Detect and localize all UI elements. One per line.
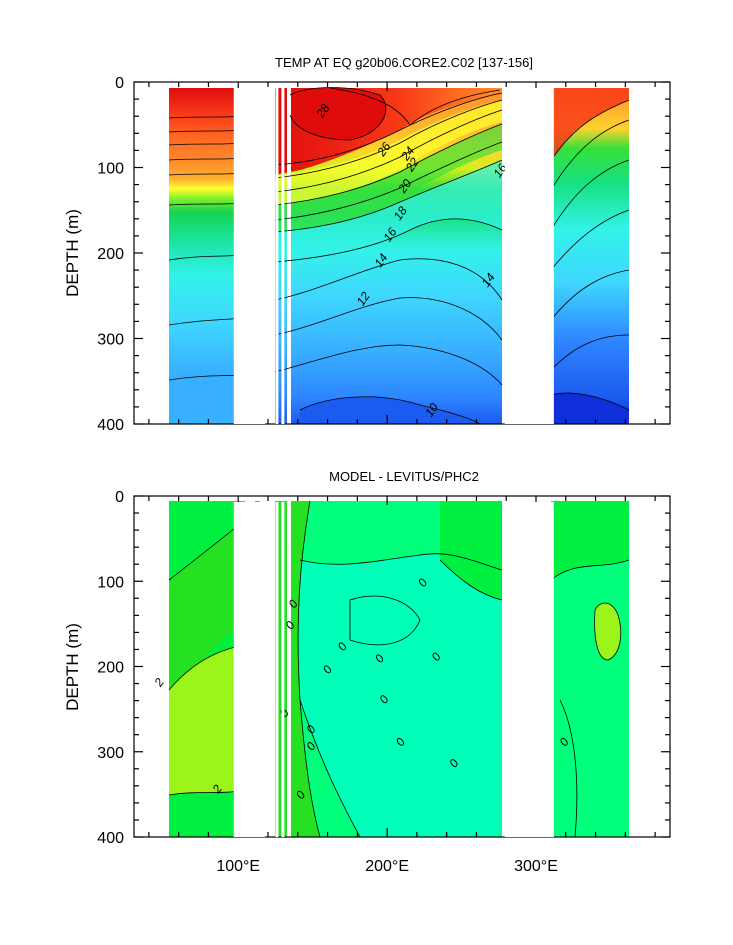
temperature-contour-label: 22 xyxy=(402,155,422,175)
temperature-contour-label: 26 xyxy=(374,140,394,160)
difference-field xyxy=(169,501,629,837)
difference-x-axis: 100°E 200°E 300°E xyxy=(148,496,656,875)
temp-east-cold xyxy=(551,393,629,424)
temperature-y-tick-label: 100 xyxy=(97,161,124,178)
difference-contours xyxy=(168,500,630,838)
difference-land-gap xyxy=(233,502,266,837)
temperature-y-axis: 0 100 200 300 400 xyxy=(97,75,670,434)
temp-land-gap xyxy=(287,88,291,424)
temperature-y-tick-label: 0 xyxy=(115,75,124,92)
temp-28-core xyxy=(290,87,386,140)
difference-x-tick-label: 300°E xyxy=(514,858,558,875)
difference-y-tick-label: 400 xyxy=(97,830,124,847)
temperature-contour-label: 28 xyxy=(313,101,333,121)
difference-y-tick-label: 300 xyxy=(97,745,124,762)
temperature-x-axis xyxy=(148,82,656,424)
temperature-land-gap xyxy=(233,88,266,424)
temp-14-band xyxy=(275,160,502,262)
difference-y-axis: 0 100 200 300 400 xyxy=(97,489,670,847)
temperature-y-tick-label: 400 xyxy=(97,417,124,434)
difference-land-gap xyxy=(275,502,279,837)
temp-10-pool xyxy=(300,396,480,424)
temperature-land-gap xyxy=(275,88,279,424)
diff-east-warm xyxy=(594,603,621,660)
difference-x-tick-label: 200°E xyxy=(365,858,409,875)
difference-y-axis-label: DEPTH (m) xyxy=(63,623,82,711)
difference-panel: MODEL - LEVITUS/PHC2 xyxy=(63,469,671,875)
temperature-contour-label: 24 xyxy=(398,144,418,164)
difference-y-tick-label: 100 xyxy=(97,574,124,591)
temperature-y-tick-label: 300 xyxy=(97,332,124,349)
temperature-panel: TEMP AT EQ g20b06.CORE2.C02 [137-156] xyxy=(63,55,671,434)
temp-20-band xyxy=(275,100,502,205)
diff-central-east-band xyxy=(440,501,502,600)
temperature-land-gap xyxy=(504,88,554,424)
temperature-field xyxy=(169,87,629,424)
temperature-contour-label: 20 xyxy=(395,176,415,196)
temperature-panel-title: TEMP AT EQ g20b06.CORE2.C02 [137-156] xyxy=(275,55,533,70)
difference-land-gap xyxy=(281,502,285,837)
difference-x-tick-label: 100°E xyxy=(216,858,260,875)
diff-central-cold xyxy=(300,553,502,837)
diff-land-gap xyxy=(287,501,291,837)
difference-y-tick-label: 200 xyxy=(97,660,124,677)
temp-east-basin xyxy=(551,88,629,424)
diff-central-west-band xyxy=(275,501,320,837)
diff-west-band xyxy=(169,520,245,690)
difference-y-tick-label: 0 xyxy=(115,489,124,506)
temperature-y-tick-label: 200 xyxy=(97,246,124,263)
difference-land-gap xyxy=(504,502,554,837)
diff-west-warm xyxy=(169,645,245,795)
temperature-y-axis-label: DEPTH (m) xyxy=(63,209,82,297)
temp-east-warm xyxy=(551,88,629,160)
land-gaps xyxy=(233,88,554,837)
diff-east-band xyxy=(551,501,629,580)
difference-contour-label: 2 xyxy=(151,675,167,690)
temperature-land-gap xyxy=(281,88,285,424)
temp-18-band xyxy=(275,124,502,232)
difference-panel-title: MODEL - LEVITUS/PHC2 xyxy=(329,469,479,484)
